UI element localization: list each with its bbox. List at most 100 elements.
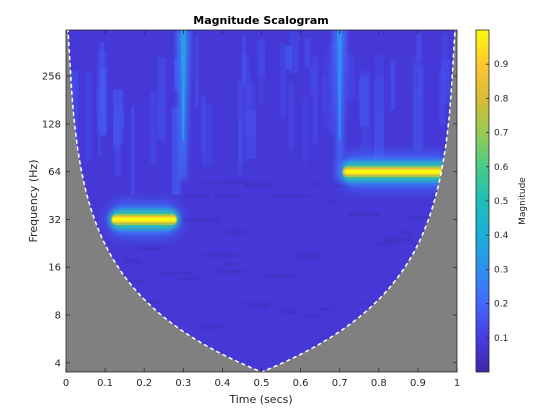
y-tick-label: 8 — [55, 311, 61, 322]
colorbar-tick-label: 0.7 — [494, 129, 508, 139]
texture-streak — [360, 70, 372, 151]
colorbar-tick-label: 0.8 — [494, 94, 509, 104]
texture-band — [315, 307, 335, 311]
texture-band — [224, 263, 237, 266]
texture-streak — [309, 66, 314, 94]
texture-band — [303, 314, 325, 317]
texture-band — [325, 200, 336, 204]
colorbar-ticks: 0.1 0.2 0.3 0.4 0.5 0.6 0.7 0.8 0.9 — [486, 60, 509, 344]
texture-band — [383, 237, 414, 242]
texture-streak — [288, 31, 300, 74]
texture-band — [123, 259, 142, 264]
texture-band — [270, 194, 309, 198]
texture-streak — [373, 79, 385, 169]
texture-streak — [279, 43, 286, 118]
x-axis-label: Time (secs) — [228, 393, 292, 406]
colorbar-tick-label: 0.2 — [494, 300, 508, 310]
texture-streak — [150, 91, 157, 164]
y-axis: 4 8 16 32 64 128 256 — [42, 72, 457, 369]
x-tick-label: 0.4 — [214, 378, 230, 389]
colorbar-tick-label: 0.3 — [494, 265, 508, 275]
colorbar-label: Magnitude — [518, 177, 528, 225]
texture-streak — [100, 68, 106, 136]
scalogram-features — [107, 30, 455, 237]
texture-band — [226, 229, 245, 235]
texture-band — [184, 194, 210, 199]
plot-area — [66, 30, 457, 372]
texture-streak — [97, 78, 102, 157]
texture-band — [375, 241, 399, 246]
texture-band — [250, 305, 269, 308]
transient-core — [180, 30, 186, 140]
transient-core — [337, 30, 343, 140]
texture-streak — [201, 103, 213, 167]
texture-streak — [259, 55, 263, 110]
y-tick-label: 16 — [48, 263, 61, 274]
y-tick-label: 32 — [48, 215, 61, 226]
texture-streak — [416, 32, 422, 64]
texture-streak — [330, 48, 336, 105]
x-tick-label: 0.7 — [332, 378, 348, 389]
texture-streak — [304, 37, 311, 68]
colorbar-tick-label: 0.1 — [494, 334, 508, 344]
texture-band — [309, 182, 320, 186]
texture-streak — [200, 95, 206, 151]
texture-streak — [346, 54, 355, 100]
colorbar-tick-label: 0.5 — [494, 197, 508, 207]
texture-band — [158, 271, 193, 276]
texture-streak — [257, 40, 266, 78]
tone-band — [343, 169, 450, 174]
texture-band — [239, 302, 271, 305]
texture-band — [348, 212, 380, 217]
texture-streak — [288, 82, 294, 150]
y-tick-label: 4 — [55, 358, 61, 369]
cone-of-influence-line — [66, 30, 457, 372]
texture-band — [243, 182, 271, 188]
x-tick-label: 0.5 — [254, 378, 270, 389]
texture-streak — [242, 34, 246, 84]
texture-streak — [312, 56, 319, 144]
texture-band — [199, 324, 222, 330]
texture-streak — [328, 45, 334, 135]
texture-band — [263, 273, 296, 278]
texture-streak — [412, 64, 424, 151]
texture-streak — [390, 60, 396, 111]
colorbar-tick-label: 0.9 — [494, 60, 509, 70]
texture-streak — [359, 75, 369, 127]
texture-band — [197, 182, 238, 185]
y-tick-label: 64 — [48, 167, 61, 178]
x-tick-label: 0.8 — [371, 378, 387, 389]
x-tick-label: 0 — [63, 378, 69, 389]
texture-band — [180, 218, 220, 223]
texture-band — [139, 247, 165, 250]
x-tick-label: 1 — [454, 378, 460, 389]
texture-streak — [69, 70, 79, 143]
texture-band — [176, 277, 204, 281]
x-tick-label: 0.2 — [136, 378, 152, 389]
texture-band — [213, 194, 243, 198]
texture-band — [229, 180, 249, 184]
x-axis: 0 0.1 0.2 0.3 0.4 0.5 0.6 0.7 0.8 0.9 1 — [63, 30, 460, 389]
x-tick-label: 0.1 — [97, 378, 113, 389]
texture-streak — [114, 104, 121, 177]
texture-band — [141, 196, 161, 200]
texture-streak — [237, 78, 244, 163]
colorbar: 0.1 0.2 0.3 0.4 0.5 0.6 0.7 0.8 0.9 Magnitude — [475, 29, 528, 373]
texture-band — [401, 230, 412, 234]
texture-streak — [238, 117, 242, 177]
y-tick-label: 256 — [42, 72, 61, 83]
x-tick-label: 0.3 — [175, 378, 191, 389]
texture-streak — [374, 54, 384, 116]
texture-streak — [417, 66, 422, 103]
tone-band — [112, 217, 177, 222]
texture-streak — [323, 74, 327, 112]
texture-band — [407, 216, 444, 220]
y-axis-label: Frequency (Hz) — [27, 160, 40, 243]
texture-band — [297, 253, 321, 259]
texture-streak — [285, 45, 293, 70]
texture-streak — [301, 98, 308, 164]
colorbar-tick-label: 0.6 — [494, 163, 509, 173]
x-tick-label: 0.6 — [293, 378, 309, 389]
texture-streak — [441, 33, 449, 81]
texture-streak — [245, 109, 256, 159]
